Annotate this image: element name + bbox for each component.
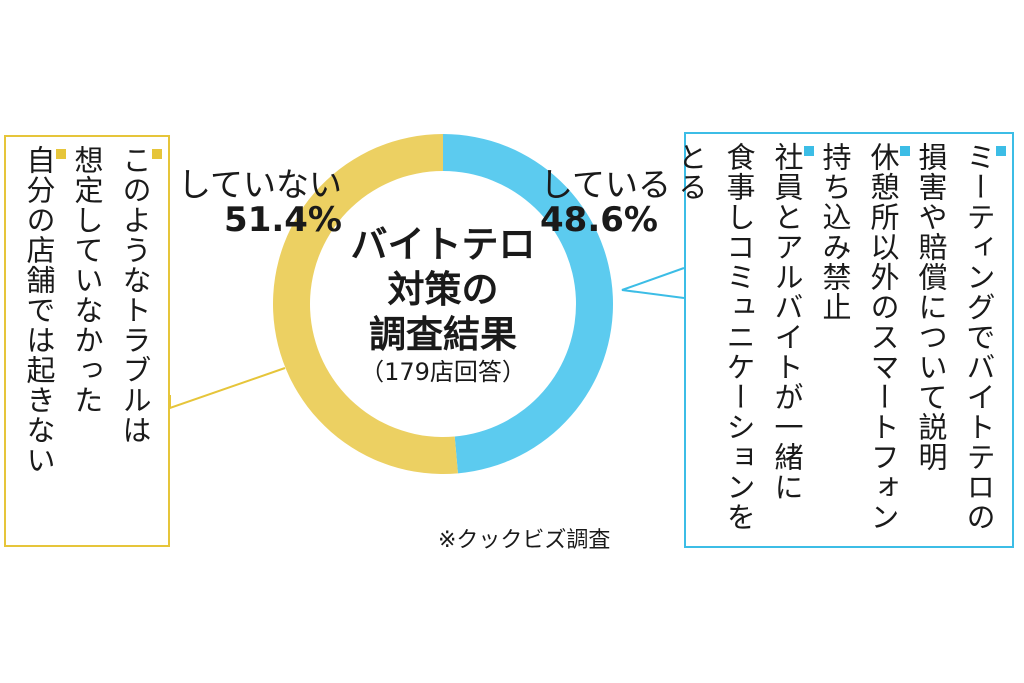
chart-title-line: バイトテロ	[350, 223, 536, 266]
box-text-line: 休憩所以外のスマートフォン	[866, 142, 900, 532]
square-bullet-icon	[900, 146, 910, 156]
slice-label-not-doing: していない 51.4%	[170, 165, 342, 240]
box-text-line: 自分の店舗では起きない	[22, 145, 56, 475]
bullet-spacer	[852, 146, 862, 156]
slice-name: していない	[177, 165, 342, 204]
square-bullet-icon	[804, 146, 814, 156]
measures-box: ミーティングでバイトテロの 損害や賠償について説明 休憩所以外のスマートフォン 持ち込…	[674, 132, 1014, 548]
box-text-line: ミーティングでバイトテロの	[962, 142, 996, 532]
donut-slice-not-doing	[273, 134, 458, 474]
bullet-spacer	[756, 146, 766, 156]
box-text-column: とる	[674, 142, 718, 538]
box-text-column: 自分の店舗では起きない	[22, 145, 66, 537]
box-text-column: 食事しコミュニケーションを	[722, 142, 766, 538]
slice-percent: 51.4%	[224, 199, 342, 240]
source-note: ※クックビズ調査	[438, 528, 611, 553]
box-text-line: 持ち込み禁止	[818, 142, 852, 322]
chart-title: バイトテロ 対策の 調査結果	[318, 222, 568, 357]
chart-title-line: 対策の	[387, 268, 499, 311]
box-text-column: 休憩所以外のスマートフォン	[866, 142, 910, 538]
not-doing-reasons-box: このようなトラブルは 想定していなかった 自分の店舗では起きない	[4, 135, 170, 547]
bullet-spacer	[948, 146, 958, 156]
box-text-column: 持ち込み禁止	[818, 142, 862, 538]
bullet-spacer	[104, 149, 114, 159]
box-text-line: 社員とアルバイトが一緒に	[770, 142, 804, 502]
slice-name: している	[540, 165, 672, 204]
box-text-line: 想定していなかった	[70, 145, 104, 415]
square-bullet-icon	[996, 146, 1006, 156]
box-text-column: ミーティングでバイトテロの	[962, 142, 1006, 538]
leader-line-left	[169, 367, 286, 410]
box-text-line: 食事しコミュニケーションを	[722, 142, 756, 532]
box-text-column: 想定していなかった	[70, 145, 114, 537]
square-bullet-icon	[152, 149, 162, 159]
slice-label-doing: している 48.6%	[540, 165, 672, 240]
box-text-line: このようなトラブルは	[118, 145, 152, 445]
box-text-column: 損害や賠償について説明	[914, 142, 958, 538]
chart-subtitle: （179店回答）	[360, 358, 526, 386]
box-text-line: とる	[674, 142, 708, 202]
box-text-column: 社員とアルバイトが一緒に	[770, 142, 814, 538]
box-text-line: 損害や賠償について説明	[914, 142, 948, 472]
slice-percent: 48.6%	[540, 199, 658, 240]
box-text-column: このようなトラブルは	[118, 145, 162, 537]
leader-line-right	[621, 267, 685, 299]
donut-slice-doing	[443, 134, 614, 474]
chart-title-line: 調査結果	[369, 313, 517, 356]
square-bullet-icon	[56, 149, 66, 159]
bullet-spacer	[708, 146, 718, 156]
